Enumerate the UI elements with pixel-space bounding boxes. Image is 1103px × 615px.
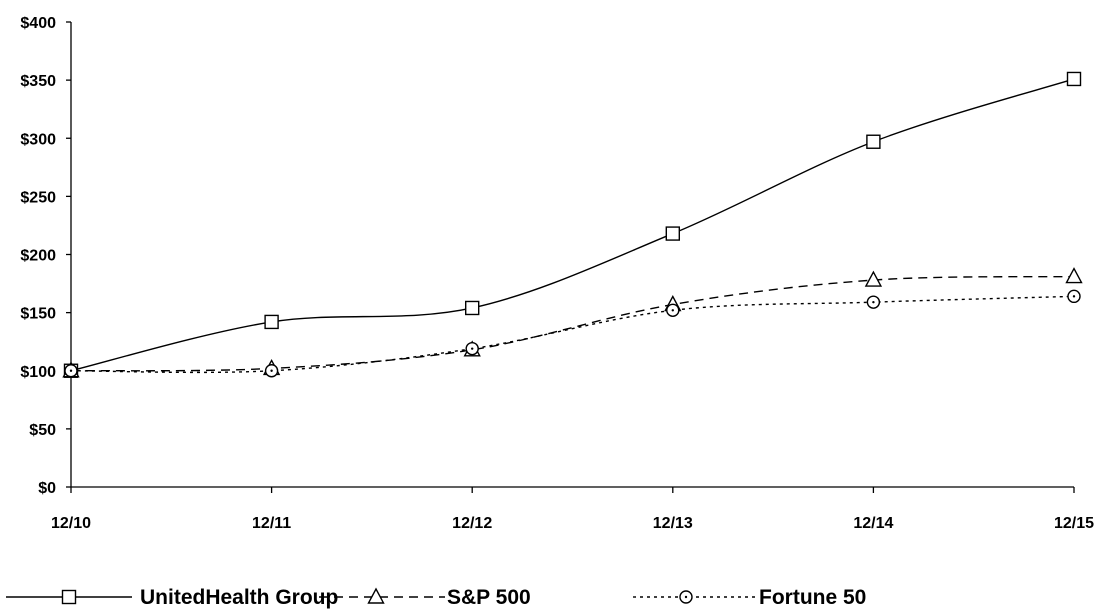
data-point-unitedhealth-group	[665, 226, 680, 241]
legend-marker	[367, 587, 385, 604]
data-point-fortune-50	[1067, 289, 1081, 304]
legend-marker	[679, 590, 693, 604]
data-point-unitedhealth-group	[465, 300, 480, 316]
data-point-s-p-500	[1065, 267, 1083, 284]
y-axis-tick-labels: $0 $50 $100 $150 $200 $250 $300 $350 $400	[20, 15, 56, 497]
x-tick-label: 12/11	[252, 515, 291, 532]
chart-axes	[66, 21, 1075, 493]
x-tick-label: 12/12	[452, 515, 492, 532]
x-tick-label: 12/13	[653, 515, 693, 532]
data-point-fortune-50	[64, 364, 78, 378]
data-point-fortune-50	[666, 303, 680, 317]
circle-marker-dot	[69, 369, 73, 372]
data-point-fortune-50	[465, 341, 479, 356]
circle-marker-dot	[684, 595, 688, 599]
data-point-fortune-50	[264, 364, 279, 378]
y-tick-label: $200	[20, 248, 56, 265]
series-line-unitedhealth-group	[70, 78, 1075, 372]
legend-item-s-p-500: S&P 500	[319, 586, 531, 609]
legend-label: UnitedHealth Group	[140, 586, 338, 609]
series-lines	[70, 78, 1075, 374]
circle-marker-dot	[270, 369, 273, 372]
data-point-fortune-50	[866, 295, 881, 309]
x-tick-label: 12/15	[1054, 515, 1094, 532]
circle-marker-dot	[471, 347, 474, 350]
chart-legend: UnitedHealth Group S&P 500 Fortune 50	[6, 586, 866, 609]
y-tick-label: $250	[20, 189, 56, 206]
y-tick-label: $50	[29, 422, 56, 439]
y-tick-label: $350	[20, 73, 56, 90]
series-markers	[62, 71, 1083, 378]
y-tick-label: $100	[20, 364, 56, 381]
y-tick-label: $0	[38, 480, 56, 497]
data-point-unitedhealth-group	[1066, 71, 1082, 87]
series-line-s-p-500	[70, 275, 1075, 372]
data-point-unitedhealth-group	[264, 314, 279, 330]
legend-item-unitedhealth-group: UnitedHealth Group	[6, 586, 338, 609]
data-point-unitedhealth-group	[866, 134, 881, 149]
x-tick-label: 12/14	[853, 515, 893, 532]
circle-marker-dot	[872, 300, 875, 304]
series-line-fortune-50	[70, 295, 1075, 374]
circle-marker-dot	[671, 309, 674, 312]
legend-item-fortune-50: Fortune 50	[633, 586, 866, 609]
x-axis-tick-labels: 12/10 12/11 12/12 12/13 12/14 12/15	[51, 515, 1094, 532]
circle-marker-dot	[1072, 295, 1076, 298]
y-tick-label: $150	[20, 306, 56, 323]
y-tick-label: $300	[20, 131, 56, 148]
legend-label: S&P 500	[447, 586, 531, 609]
x-tick-label: 12/10	[51, 515, 91, 532]
legend-label: Fortune 50	[759, 586, 866, 609]
data-point-s-p-500	[864, 270, 883, 287]
y-tick-label: $400	[20, 15, 56, 32]
legend-marker	[61, 589, 77, 605]
